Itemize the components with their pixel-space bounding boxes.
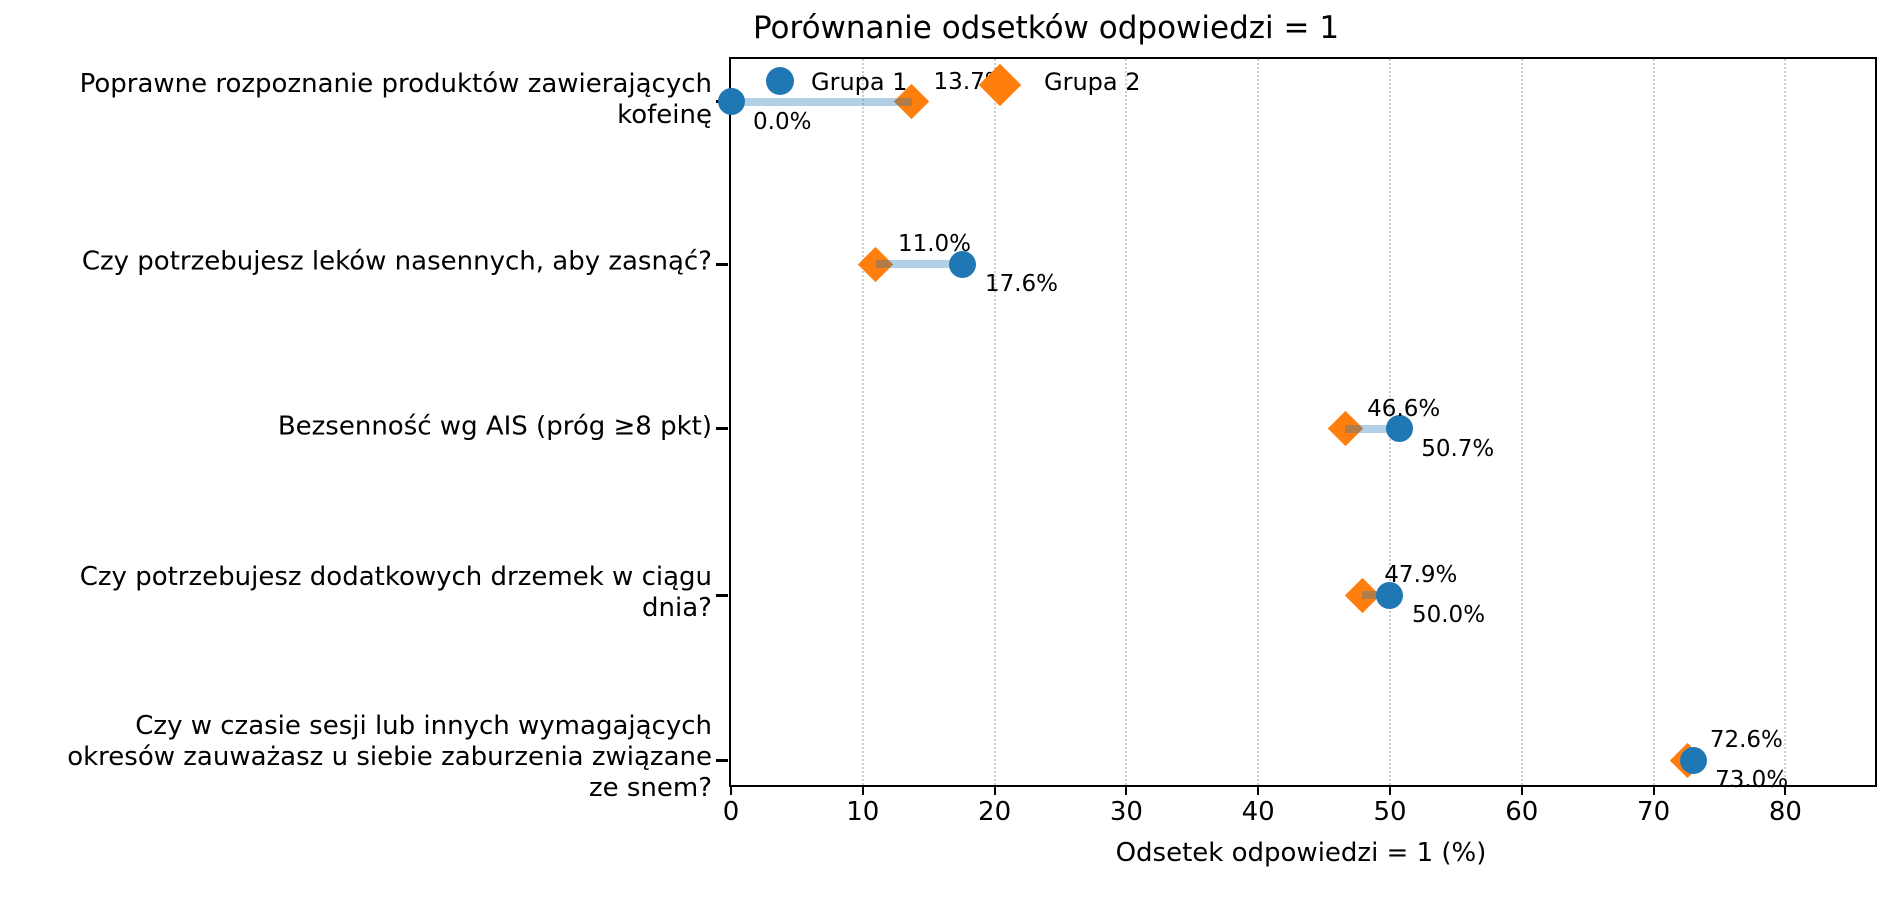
marker-grupa1-row-5	[1679, 746, 1707, 774]
connector-row-1	[731, 97, 912, 106]
x-tick-50	[1388, 785, 1391, 795]
gridline-x-20	[993, 59, 996, 785]
x-tick-80	[1784, 785, 1787, 795]
legend-marker-grupa1-circle	[766, 67, 794, 95]
category-label-line: Czy potrzebujesz leków nasennych, aby za…	[81, 246, 712, 277]
marker-grupa1-row-3	[1385, 415, 1413, 443]
value-label-grupa1-row-1: 0.0%	[753, 108, 812, 135]
x-tick-label-40: 40	[1241, 797, 1275, 827]
category-label-line: okresów zauważasz u siebie zaburzenia zw…	[67, 742, 712, 773]
gridline-x-30	[1125, 59, 1128, 785]
category-label-line: Bezsenność wg AIS (próg ≥8 pkt)	[277, 411, 712, 442]
category-label-line: dnia?	[642, 593, 712, 623]
marker-grupa1-row-1	[717, 88, 745, 116]
x-axis-label: Odsetek odpowiedzi = 1 (%)	[1115, 838, 1487, 868]
x-tick-30	[1125, 785, 1128, 795]
marker-grupa1-row-4	[1376, 581, 1404, 609]
x-tick-label-0: 0	[722, 797, 740, 827]
connector-row-4	[1362, 591, 1390, 599]
y-tick-5	[716, 758, 728, 762]
gridline-x-40	[1257, 59, 1260, 785]
plot-area: Grupa 1 Grupa 2 0 10 20 30 40 50 60 70 80 13.7% 0.…	[716, 57, 1877, 827]
y-tick-2	[716, 262, 728, 266]
x-tick-label-60: 60	[1505, 797, 1539, 827]
x-tick-20	[993, 785, 996, 795]
value-label-grupa2-row-5: 72.6%	[1709, 727, 1783, 754]
category-label-line: kofeinę	[617, 99, 712, 130]
gridline-x-60	[1520, 59, 1523, 785]
gridline-x-80	[1784, 59, 1787, 785]
connector-row-3	[1345, 424, 1400, 433]
marker-grupa1-row-2	[949, 250, 977, 278]
category-label-line: Czy w czasie sesji lub innych wymagający…	[135, 711, 712, 742]
category-label-2: Czy potrzebujesz leków nasennych, aby za…	[12, 246, 712, 277]
value-label-grupa1-row-4: 50.0%	[1411, 602, 1486, 628]
x-tick-70	[1652, 785, 1655, 795]
x-tick-label-20: 20	[978, 797, 1012, 827]
value-label-grupa1-row-2: 17.6%	[984, 271, 1059, 298]
category-label-line: Poprawne rozpoznanie produktów zawierają…	[79, 68, 712, 99]
chart-title: Porównanie odsetków odpowiedzi = 1	[752, 10, 1340, 46]
category-label-3: Bezsenność wg AIS (próg ≥8 pkt)	[12, 411, 712, 442]
value-label-grupa1-row-3: 50.7%	[1421, 435, 1495, 462]
y-tick-3	[716, 427, 728, 431]
value-label-grupa2-row-2: 11.0%	[897, 231, 972, 258]
connector-row-2	[875, 260, 963, 269]
legend-label-grupa2: Grupa 2	[1044, 68, 1141, 96]
value-label-grupa2-row-3: 46.6%	[1367, 395, 1441, 422]
category-label-4: Czy potrzebujesz dodatkowych drzemek w c…	[12, 562, 712, 624]
value-label-grupa2-row-4: 47.9%	[1384, 562, 1458, 588]
x-tick-label-80: 80	[1768, 797, 1802, 827]
x-tick-label-50: 50	[1373, 797, 1407, 827]
category-label-1: Poprawne rozpoznanie produktów zawierają…	[12, 69, 712, 131]
gridline-x-10	[861, 59, 864, 785]
x-tick-label-70: 70	[1637, 797, 1671, 827]
category-label-line: ze snem?	[588, 773, 712, 804]
x-tick-10	[861, 785, 864, 795]
value-label-grupa1-row-5: 73.0%	[1715, 767, 1789, 794]
category-label-5: Czy w czasie sesji lub innych wymagający…	[12, 711, 712, 805]
x-tick-0	[730, 785, 732, 795]
x-tick-40	[1257, 785, 1260, 795]
x-tick-label-30: 30	[1109, 797, 1143, 827]
x-tick-60	[1520, 785, 1523, 795]
gridline-x-70	[1652, 59, 1655, 785]
x-tick-label-10: 10	[846, 797, 880, 827]
y-tick-4	[716, 593, 728, 597]
legend-label-grupa1: Grupa 1	[811, 68, 908, 96]
category-label-line: Czy potrzebujesz dodatkowych drzemek w c…	[79, 561, 712, 592]
